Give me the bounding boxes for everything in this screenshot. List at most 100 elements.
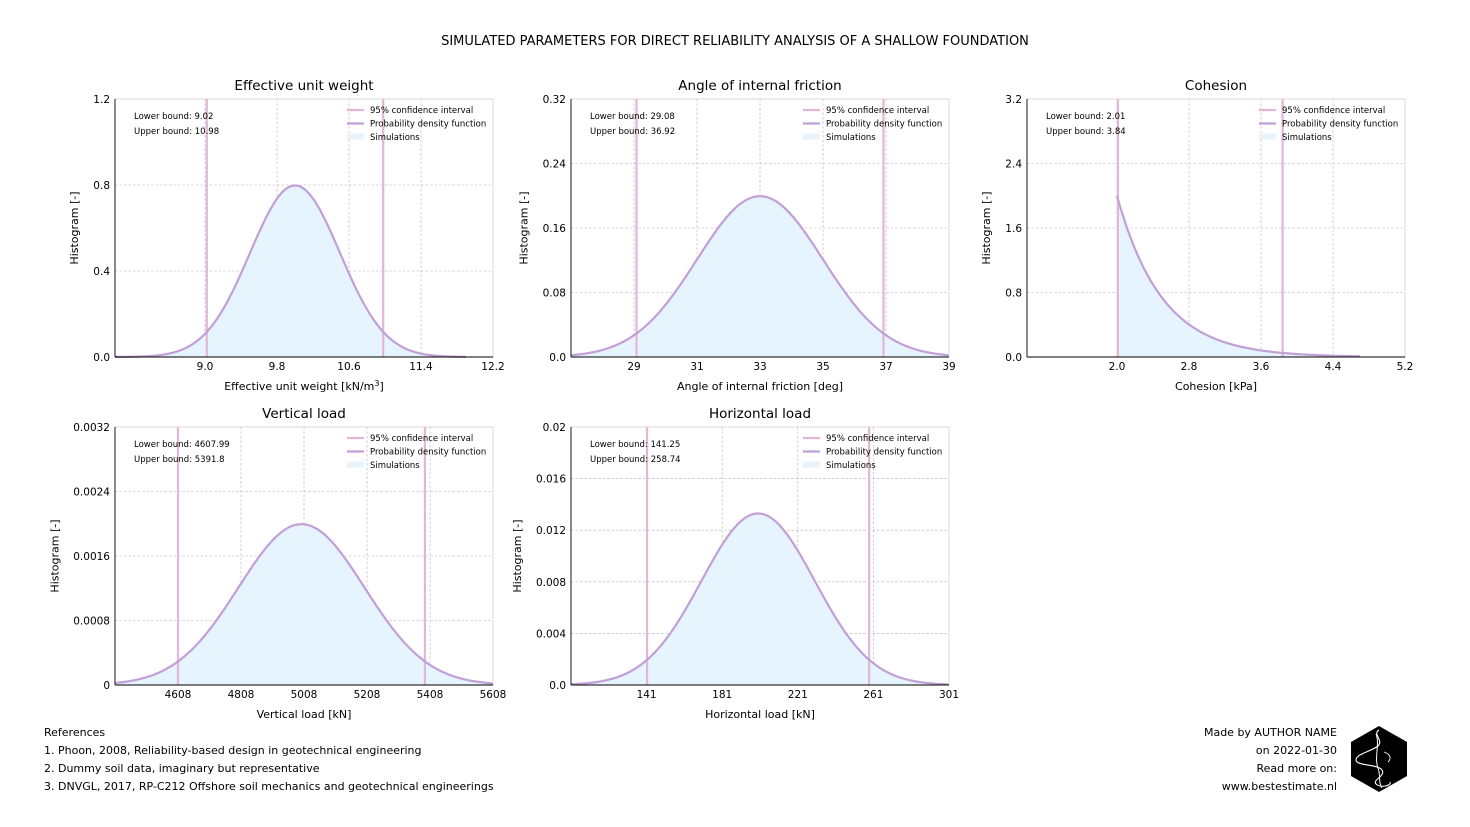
simulations-histogram <box>571 513 949 685</box>
y-tick-label: 0.008 <box>536 577 566 589</box>
x-axis-label-end: ] <box>380 380 384 393</box>
legend-pdf-label: Probability density function <box>370 120 486 130</box>
pdf-curve <box>115 184 466 358</box>
legend-pdf-label: Probability density function <box>826 120 942 130</box>
x-tick-label: 301 <box>939 689 959 701</box>
legend-pdf-label: Probability density function <box>1282 120 1398 130</box>
x-axis-label: Horizontal load [kN] <box>705 708 815 721</box>
x-tick-label: 12.2 <box>481 361 504 373</box>
legend-sim-label: Simulations <box>370 461 420 471</box>
y-tick-label: 0.004 <box>536 628 566 640</box>
lower-bound-text: Lower bound: 9.02 <box>134 112 213 122</box>
y-tick-label: 2.4 <box>1005 159 1022 171</box>
y-tick-label: 0.4 <box>93 266 110 278</box>
x-tick-label: 4.4 <box>1325 361 1342 373</box>
y-tick-label: 0.0 <box>93 352 110 364</box>
date-text: on 2022-01-30 <box>1255 744 1337 757</box>
y-tick-label: 0.0024 <box>73 487 110 499</box>
hexagon-logo-icon <box>1351 726 1407 792</box>
x-tick-label: 37 <box>879 361 892 373</box>
y-tick-label: 0.24 <box>543 159 567 171</box>
chart-title: Vertical load <box>262 406 346 422</box>
chart-title: Horizontal load <box>709 406 811 422</box>
simulations-histogram <box>115 524 493 685</box>
chart-title: Cohesion <box>1185 78 1247 94</box>
legend-sim-swatch <box>347 461 364 468</box>
y-tick-label: 1.6 <box>1005 223 1022 235</box>
x-tick-label: 31 <box>690 361 703 373</box>
pdf-curve <box>114 523 494 685</box>
x-tick-label: 10.6 <box>337 361 361 373</box>
credits-block: Made by AUTHOR NAME on 2022-01-30 Read m… <box>1204 724 1337 796</box>
x-axis-label-text: Cohesion [kPa] <box>1175 380 1257 393</box>
y-tick-label: 0.16 <box>543 223 567 235</box>
chart-panel: Effective unit weight 9.0 9.8 10.6 11.4 12.2 0… <box>68 78 505 393</box>
x-axis-label: Angle of internal friction [deg] <box>677 380 843 393</box>
upper-bound-text: Upper bound: 5391.8 <box>134 455 225 465</box>
chart-panel: Cohesion 2.0 2.8 3.6 4.4 5.2 0.0 0.8 1.6 2.4 3.2 Lo… <box>980 78 1414 393</box>
y-tick-label: 0.08 <box>543 288 566 300</box>
chart-title: Effective unit weight <box>234 78 373 94</box>
x-tick-label: 35 <box>816 361 829 373</box>
y-tick-label: 0 <box>103 680 110 692</box>
legend-sim-swatch <box>347 133 364 140</box>
x-tick-label: 221 <box>788 689 808 701</box>
chart-panel: Angle of internal friction 29 31 33 35 37 39 0.… <box>517 78 955 393</box>
lower-bound-text: Lower bound: 2.01 <box>1046 112 1125 122</box>
simulations-histogram <box>115 185 466 357</box>
x-tick-label: 5408 <box>417 689 444 701</box>
pdf-curve <box>570 512 950 686</box>
y-axis-label: Histogram [-] <box>68 191 81 264</box>
x-tick-label: 141 <box>637 689 657 701</box>
x-tick-label: 181 <box>712 689 732 701</box>
y-tick-label: 0.012 <box>536 525 566 537</box>
y-tick-label: 0.8 <box>93 180 110 192</box>
y-tick-label: 0.0016 <box>73 551 110 563</box>
legend-sim-label: Simulations <box>1282 133 1332 143</box>
simulations-histogram <box>1117 195 1360 357</box>
legend-pdf-label: Probability density function <box>370 448 486 458</box>
legend-ci-label: 95% confidence interval <box>370 434 473 444</box>
y-axis-label: Histogram [-] <box>511 519 524 592</box>
x-axis-label-superscript: 3 <box>374 379 379 388</box>
references-heading: References <box>44 726 106 739</box>
y-tick-label: 3.2 <box>1005 94 1022 106</box>
legend-sim-label: Simulations <box>826 133 876 143</box>
x-tick-label: 261 <box>863 689 883 701</box>
x-axis-label: Effective unit weight [kN/m3] <box>224 379 384 393</box>
figure-title: SIMULATED PARAMETERS FOR DIRECT RELIABIL… <box>441 34 1029 49</box>
y-tick-label: 0.016 <box>536 474 566 486</box>
chart-title: Angle of internal friction <box>678 78 841 94</box>
chart-panel: Vertical load 4608 4808 5008 5208 5408 5608 0 0.… <box>49 406 507 721</box>
x-axis-label-text: Horizontal load [kN] <box>705 708 815 721</box>
y-axis-label: Histogram [-] <box>517 191 530 264</box>
x-tick-label: 29 <box>627 361 640 373</box>
x-tick-label: 2.0 <box>1109 361 1126 373</box>
x-axis-label-text: Angle of internal friction [deg] <box>677 380 843 393</box>
charts-group: Effective unit weight 9.0 9.8 10.6 11.4 12.2 0… <box>49 78 1414 721</box>
x-tick-label: 4808 <box>228 689 255 701</box>
y-axis-label: Histogram [-] <box>49 519 62 592</box>
legend-ci-label: 95% confidence interval <box>1282 106 1385 116</box>
y-tick-label: 0.0 <box>549 680 566 692</box>
upper-bound-text: Upper bound: 258.74 <box>590 455 681 465</box>
lower-bound-text: Lower bound: 4607.99 <box>134 440 230 450</box>
x-tick-label: 3.6 <box>1253 361 1270 373</box>
website-link[interactable]: www.bestestimate.nl <box>1221 780 1337 793</box>
y-tick-label: 0.8 <box>1005 288 1022 300</box>
pdf-curve <box>1115 195 1360 358</box>
legend-ci-label: 95% confidence interval <box>370 106 473 116</box>
y-axis-label: Histogram [-] <box>980 191 993 264</box>
legend-sim-label: Simulations <box>826 461 876 471</box>
chart-panel: Horizontal load 141 181 221 261 301 0.0 0.004 0.… <box>511 406 959 721</box>
x-tick-label: 9.8 <box>269 361 286 373</box>
legend-ci-label: 95% confidence interval <box>826 434 929 444</box>
read-more-text: Read more on: <box>1256 762 1337 775</box>
upper-bound-text: Upper bound: 10.98 <box>134 127 219 137</box>
x-tick-label: 5208 <box>354 689 381 701</box>
x-tick-label: 2.8 <box>1181 361 1198 373</box>
x-axis-label: Vertical load [kN] <box>257 708 352 721</box>
y-tick-label: 0.0 <box>549 352 566 364</box>
lower-bound-text: Lower bound: 141.25 <box>590 440 680 450</box>
y-tick-label: 1.2 <box>93 94 110 106</box>
